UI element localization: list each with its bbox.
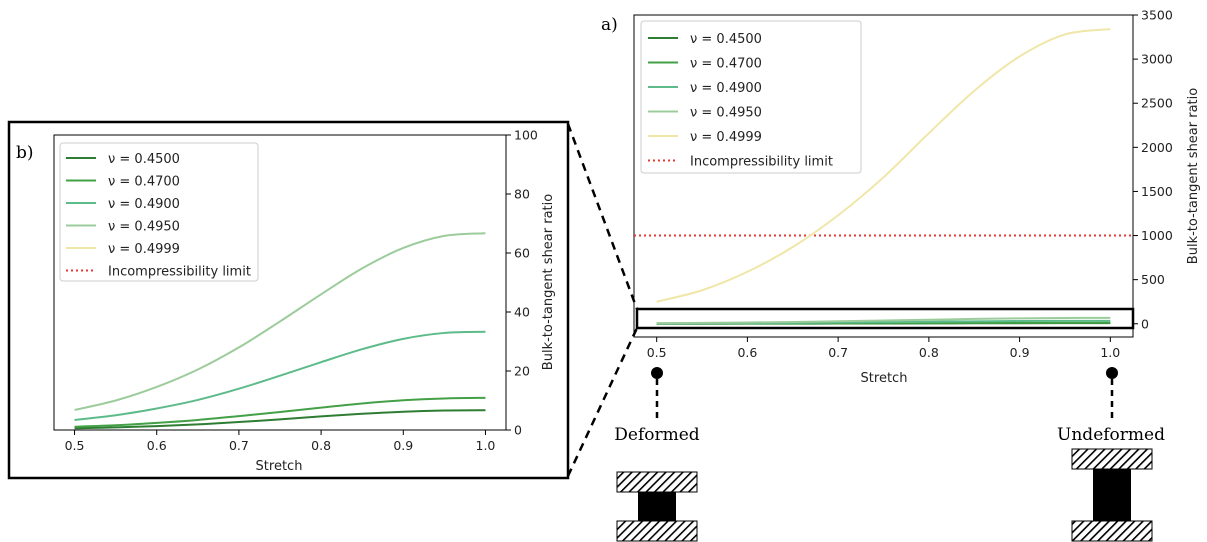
deformed-label: Deformed <box>614 425 700 445</box>
panel-b-legend-label: ν = 0.4900 <box>108 197 180 212</box>
panel-a-legend-label: ν = 0.4700 <box>690 57 762 72</box>
panel-b-legend-box <box>59 142 259 282</box>
panel-b-series-3 <box>74 232 486 411</box>
panel-a-ylabel: Bulk-to-tangent shear ratio <box>1186 88 1201 264</box>
panel-a-legend-label: Incompressibility limit <box>690 155 833 170</box>
panel-b-legend-label: ν = 0.4500 <box>108 152 180 167</box>
panel-b-ticks: 0.5 0.6 0.7 0.8 0.9 1.0 0 20 40 60 80 100 <box>65 128 538 454</box>
panel-a-ytick-label: 3500 <box>1141 8 1173 23</box>
panel-a-ytick-label: 1000 <box>1141 228 1173 243</box>
panel-a-label: a) <box>601 15 618 35</box>
panel-b-legend: ν = 0.4500 ν = 0.4700 ν = 0.4900 ν = 0.4950… <box>59 142 259 282</box>
panel-b-xlabel: Stretch <box>256 459 303 474</box>
panel-a-series <box>634 28 1133 325</box>
panel-a-legend-label: ν = 0.4900 <box>690 81 762 96</box>
panel-a-series-3 <box>656 316 1111 325</box>
panel-a-ytick-label: 2500 <box>1141 96 1173 111</box>
undeformed-specimen <box>1093 469 1131 521</box>
panel-b-series-1 <box>74 396 486 428</box>
panel-a-ytick-label: 0 <box>1141 316 1149 331</box>
panel-b-label: b) <box>16 143 34 163</box>
deformed-marker: Deformed <box>614 367 700 542</box>
panel-b-xtick-label: 0.5 <box>65 438 85 453</box>
panel-b-xtick-label: 0.6 <box>147 438 167 453</box>
panel-a-xtick-label: 0.8 <box>919 345 939 360</box>
panel-a-ytick-label: 1500 <box>1141 184 1173 199</box>
panel-b-ytick-label: 20 <box>514 364 530 379</box>
panel-a-xtick-label: 0.6 <box>737 345 757 360</box>
panel-b-ytick-label: 40 <box>514 305 530 320</box>
panel-b-ytick-label: 0 <box>514 423 522 438</box>
deformed-specimen <box>638 492 676 521</box>
zoom-connector-top <box>566 123 639 310</box>
deformed-top-plate <box>616 471 698 493</box>
undeformed-bottom-plate <box>1071 520 1153 542</box>
panel-a-legend: ν = 0.4500 ν = 0.4700 ν = 0.4900 ν = 0.4950… <box>640 20 862 174</box>
panel-a-legend-label: ν = 0.4950 <box>690 106 762 121</box>
panel-a-ytick-label: 3000 <box>1141 52 1173 67</box>
panel-b-series <box>74 232 486 430</box>
panel-a-legend-box <box>640 20 862 174</box>
panel-b-series-2 <box>74 330 486 421</box>
panel-b-ytick-label: 100 <box>514 128 538 143</box>
panel-a-xtick-label: 0.9 <box>1010 345 1030 360</box>
panel-b: 0.5 0.6 0.7 0.8 0.9 1.0 0 20 40 60 80 100 b) Stretc… <box>7 120 570 480</box>
panel-a-ytick-label: 2000 <box>1141 140 1173 155</box>
panel-a-xtick-label: 1.0 <box>1100 345 1120 360</box>
deformed-bottom-plate <box>616 520 698 542</box>
panel-b-legend-label: ν = 0.4700 <box>108 175 180 190</box>
panel-a-legend-label: ν = 0.4500 <box>690 32 762 47</box>
panel-a-frame <box>633 14 1134 338</box>
undeformed-dot <box>1106 367 1118 379</box>
panel-b-frame <box>53 134 507 431</box>
panel-b-legend-label: Incompressibility limit <box>108 265 251 280</box>
panel-a-xtick-label: 0.5 <box>647 345 667 360</box>
zoom-connector-bottom <box>566 327 639 477</box>
panel-b-xtick-label: 1.0 <box>476 438 496 453</box>
panel-a-ytick-label: 500 <box>1141 272 1165 287</box>
panel-b-xtick-label: 0.8 <box>311 438 331 453</box>
panel-b-series-0 <box>74 409 486 430</box>
panel-a: 0.5 0.6 0.7 0.8 0.9 1.0 0 500 1000 1500 2000 2500 30… <box>601 8 1201 387</box>
panel-b-ytick-label: 60 <box>514 246 530 261</box>
panel-b-legend-label: ν = 0.4950 <box>108 220 180 235</box>
panel-b-ylabel: Bulk-to-tangent shear ratio <box>541 194 556 370</box>
panel-a-series-4 <box>656 28 1111 303</box>
undeformed-top-plate <box>1071 448 1153 470</box>
panel-a-legend-label: ν = 0.4999 <box>690 130 762 145</box>
panel-a-xtick-label: 0.7 <box>828 345 848 360</box>
deformed-dot <box>651 367 663 379</box>
undeformed-label: Undeformed <box>1057 425 1165 445</box>
panel-a-xlabel: Stretch <box>861 371 908 386</box>
undeformed-marker: Undeformed <box>1057 367 1165 542</box>
panel-b-xtick-label: 0.7 <box>229 438 249 453</box>
panel-b-legend-label: ν = 0.4999 <box>108 242 180 257</box>
panel-b-ytick-label: 80 <box>514 187 530 202</box>
zoom-region-box <box>635 307 1135 330</box>
panel-b-xtick-label: 0.9 <box>393 438 413 453</box>
